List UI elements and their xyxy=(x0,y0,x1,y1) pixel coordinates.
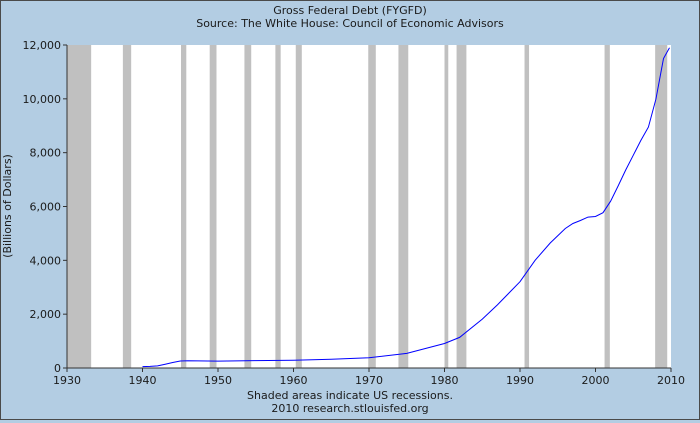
recession-band-7 xyxy=(368,45,376,368)
x-tick-label-2010: 2010 xyxy=(657,374,685,387)
footer-recession-note: Shaded areas indicate US recessions. xyxy=(247,389,453,402)
recession-band-2 xyxy=(181,45,187,368)
series-line-0 xyxy=(142,47,670,368)
y-tick-label-4000: 4,000 xyxy=(30,254,62,267)
recession-band-4 xyxy=(244,45,252,368)
x-tick-label-2000: 2000 xyxy=(582,374,610,387)
tick-labels: 0 2,000 4,000 6,000 8,000 10,000 12,000 1930 194… xyxy=(23,39,686,387)
series-layer xyxy=(142,47,670,368)
recession-band-8 xyxy=(398,45,409,368)
chart-title: Gross Federal Debt (FYGFD) xyxy=(273,4,427,17)
y-tick-label-0: 0 xyxy=(54,362,61,375)
chart-subtitle: Source: The White House: Council of Econ… xyxy=(196,17,504,30)
y-tick-label-6000: 6,000 xyxy=(30,201,62,214)
x-tick-label-1990: 1990 xyxy=(506,374,534,387)
recession-band-10 xyxy=(456,45,467,368)
recession-band-11 xyxy=(524,45,530,368)
y-tick-label-2000: 2,000 xyxy=(30,308,62,321)
recession-band-3 xyxy=(209,45,217,368)
recession-band-6 xyxy=(295,45,302,368)
recession-band-5 xyxy=(275,45,281,368)
recession-band-1 xyxy=(122,45,132,368)
x-tick-label-1980: 1980 xyxy=(431,374,459,387)
y-tick-label-10000: 10,000 xyxy=(23,93,62,106)
x-tick-label-1940: 1940 xyxy=(129,374,157,387)
recession-bands xyxy=(67,45,671,368)
recession-band-0 xyxy=(67,45,92,368)
y-axis-label: (Billions of Dollars) xyxy=(1,154,14,258)
footer-source-credit: 2010 research.stlouisfed.org xyxy=(271,402,428,415)
x-tick-label-1950: 1950 xyxy=(204,374,232,387)
x-tick-label-1970: 1970 xyxy=(355,374,383,387)
x-tick-label-1960: 1960 xyxy=(280,374,308,387)
axes xyxy=(63,44,672,372)
x-tick-label-1930: 1930 xyxy=(53,374,81,387)
recession-band-9 xyxy=(444,45,449,368)
y-tick-label-12000: 12,000 xyxy=(23,39,62,52)
recession-band-13 xyxy=(655,45,668,368)
y-tick-label-8000: 8,000 xyxy=(30,147,62,160)
